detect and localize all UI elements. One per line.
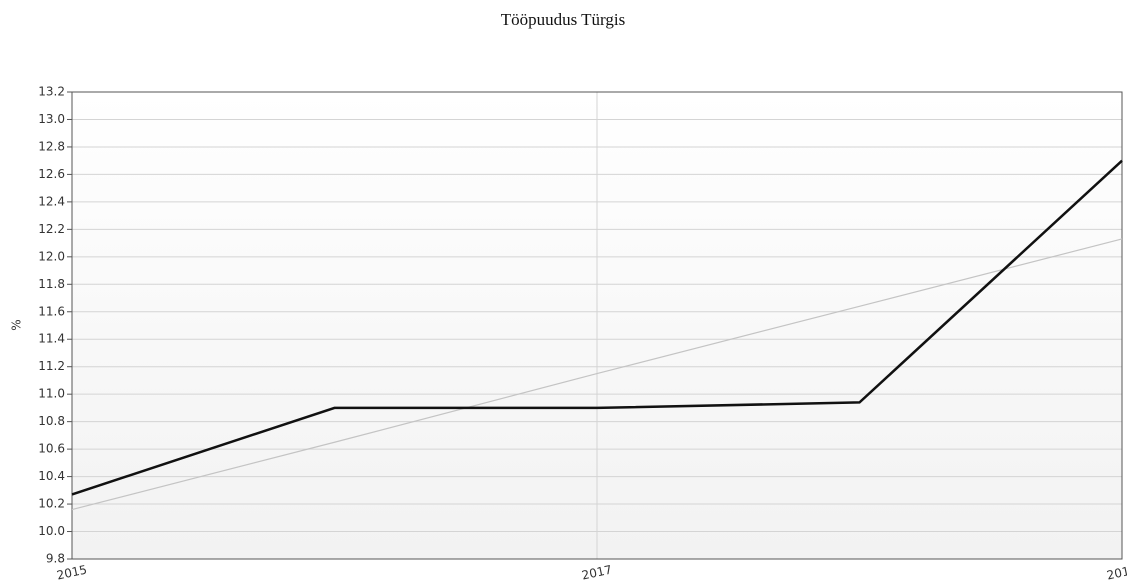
y-tick-label: 10.8 (38, 414, 65, 428)
chart-title: Tööpuudus Türgis (501, 10, 626, 29)
data-line (71, 159, 1123, 496)
x-tick-label: 2019 (1106, 562, 1127, 582)
y-tick-label: 13.0 (38, 112, 65, 126)
plot-frame (71, 91, 1123, 560)
y-tick-label: 13.2 (38, 85, 65, 99)
y-tick-label: 11.0 (38, 387, 65, 401)
y-tick-label: 9.8 (46, 552, 65, 566)
y-tick-label: 12.2 (38, 222, 65, 236)
y-tick-label: 12.8 (38, 139, 65, 153)
y-axis-label: % (10, 319, 24, 330)
x-tick-label: 2017 (581, 562, 614, 582)
y-tick-label: 10.0 (38, 524, 65, 538)
y-tick-label: 11.8 (38, 277, 65, 291)
y-tick-label: 10.4 (38, 469, 65, 483)
y-tick-label: 11.2 (38, 359, 65, 373)
y-tick-label: 10.6 (38, 442, 65, 456)
y-tick-label: 11.4 (38, 332, 65, 346)
y-tick-label: 12.4 (38, 194, 65, 208)
y-tick-label: 10.2 (38, 497, 65, 511)
y-tick-label: 11.6 (38, 304, 65, 318)
y-tick-label: 12.6 (38, 167, 65, 181)
y-tick-label: 12.0 (38, 249, 65, 263)
x-tick-label: 2015 (56, 562, 89, 582)
trend-line (71, 238, 1123, 511)
